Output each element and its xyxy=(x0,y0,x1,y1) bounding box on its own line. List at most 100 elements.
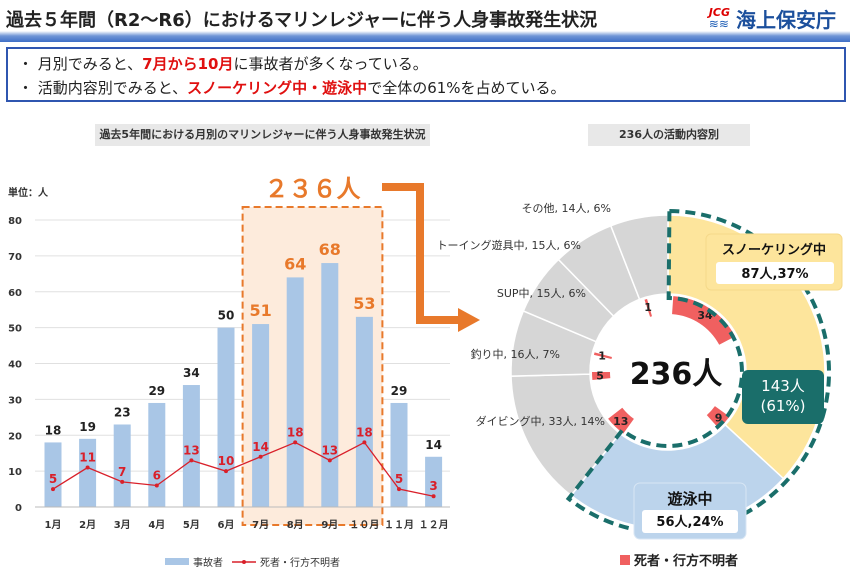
summary-line-1: ・ 月別でみると、7月から10月に事故者が多くなっている。 xyxy=(18,52,834,76)
bar-value-label: 29 xyxy=(148,384,165,398)
bar xyxy=(425,456,443,507)
bar xyxy=(113,424,131,507)
y-tick-label: 40 xyxy=(8,360,22,371)
summary-box: ・ 月別でみると、7月から10月に事故者が多くなっている。 ・ 活動内容別でみる… xyxy=(6,47,846,102)
x-tick-label: 5月 xyxy=(183,519,200,531)
bar xyxy=(390,402,408,507)
fatal-wedge xyxy=(593,352,612,359)
fatal-count-label: 13 xyxy=(613,415,628,428)
bar xyxy=(79,438,97,507)
group-count: 143人 xyxy=(761,377,805,395)
fatal-wedge xyxy=(608,407,634,434)
y-tick-label: 60 xyxy=(8,288,22,299)
line-point xyxy=(189,458,194,463)
bar xyxy=(44,442,62,507)
line-value-label: 10 xyxy=(218,454,235,468)
x-tick-label: 1月 xyxy=(45,519,62,531)
x-tick-label: 4月 xyxy=(148,519,165,531)
line-value-label: 3 xyxy=(429,479,437,493)
text: で全体の61%を占めている。 xyxy=(367,79,566,97)
x-tick-label: １０月 xyxy=(349,519,379,531)
legend-line-label: 死者・行方不明者 xyxy=(260,556,340,569)
bar-chart-title: 過去5年間における月別のマリンレジャーに伴う人身事故発生状況 xyxy=(95,124,430,146)
page-title: 過去５年間（R2〜R6）におけるマリンレジャーに伴う人身事故発生状況 xyxy=(6,10,598,31)
legend-line-marker xyxy=(242,560,246,564)
y-tick-label: 50 xyxy=(8,324,22,335)
line-point xyxy=(362,440,367,445)
x-tick-label: 2月 xyxy=(79,519,96,531)
highlight-text: スノーケリング中・遊泳中 xyxy=(187,79,368,97)
slice-label: 釣り中, 16人, 7% xyxy=(471,347,560,361)
unit-label: 単位：人 xyxy=(8,186,49,199)
bar xyxy=(321,263,339,507)
x-tick-label: 3月 xyxy=(114,519,131,531)
line-point xyxy=(397,487,401,492)
line-value-label: 11 xyxy=(79,451,96,465)
snorkel-value-box xyxy=(716,262,834,284)
jcg-logo: JCG ≋≋ 海上保安庁 xyxy=(709,4,836,33)
x-tick-label: 8月 xyxy=(287,519,304,531)
line-value-label: 14 xyxy=(252,440,269,454)
swim-value-box xyxy=(642,510,738,533)
snorkel-value: 87人,37% xyxy=(741,266,808,282)
wave-icon: ≋≋ xyxy=(708,17,729,31)
x-tick-label: １１月 xyxy=(384,519,414,531)
text: ・ 活動内容別でみると、 xyxy=(18,79,188,97)
group-callout xyxy=(742,370,824,424)
y-tick-label: 20 xyxy=(8,431,22,442)
line-point xyxy=(224,469,228,474)
bar xyxy=(148,402,166,507)
logo-abbr: JCG xyxy=(708,6,730,19)
legend-bar-label: 事故者 xyxy=(193,556,223,569)
bar-value-label: 53 xyxy=(353,294,375,313)
line-value-label: 7 xyxy=(118,465,126,479)
donut-chart-title: 236人の活動内容別 xyxy=(588,124,750,146)
swim-value: 56人,24% xyxy=(656,514,723,530)
arrow-connector xyxy=(382,183,460,324)
bar xyxy=(286,277,304,507)
bar-value-label: 68 xyxy=(319,240,341,259)
line-point xyxy=(51,487,55,492)
slice-label: その他, 14人, 6% xyxy=(522,202,611,215)
x-tick-label: 7月 xyxy=(252,519,269,531)
bar-value-label: 64 xyxy=(284,254,306,273)
x-tick-label: 9月 xyxy=(321,519,338,531)
y-tick-label: 80 xyxy=(8,216,22,227)
snorkel-name: スノーケリング中 xyxy=(722,242,826,258)
bar-value-label: 14 xyxy=(425,438,442,452)
slice-label: ダイビング中, 33人, 14% xyxy=(476,414,605,428)
legend-bar-swatch xyxy=(165,558,189,565)
bar-value-label: 19 xyxy=(79,420,96,434)
arrow-icon xyxy=(458,308,480,332)
bar-value-label: 29 xyxy=(391,384,408,398)
bar-value-label: 23 xyxy=(114,405,131,419)
text: に事故者が多くなっている。 xyxy=(233,55,428,73)
line-series xyxy=(52,441,434,497)
donut-center-label: 236人 xyxy=(630,357,723,392)
logo-name: 海上保安庁 xyxy=(736,8,836,32)
group-pct: (61%) xyxy=(760,397,805,415)
line-point xyxy=(293,440,298,445)
fatal-count-label: 1 xyxy=(644,301,652,314)
line-point xyxy=(431,494,436,499)
fatal-wedge xyxy=(672,296,736,345)
line-value-label: 18 xyxy=(356,425,373,439)
y-tick-label: 30 xyxy=(8,395,22,406)
line-point xyxy=(120,479,125,484)
text: ・ 月別でみると、 xyxy=(18,55,143,73)
bar xyxy=(182,385,200,507)
legend-fatal-label: 死者・行方不明者 xyxy=(634,553,738,569)
swim-name: 遊泳中 xyxy=(667,490,712,508)
fatal-count-label: 1 xyxy=(598,350,606,363)
bar xyxy=(252,324,270,507)
fatal-wedge xyxy=(592,372,611,380)
y-tick-label: 10 xyxy=(8,467,22,478)
line-value-label: 13 xyxy=(183,443,200,457)
line-point xyxy=(154,483,159,488)
line-point xyxy=(258,454,263,459)
header-band xyxy=(0,31,850,42)
line-value-label: 5 xyxy=(395,472,403,486)
bar xyxy=(355,316,373,507)
donut-hole xyxy=(591,295,745,449)
